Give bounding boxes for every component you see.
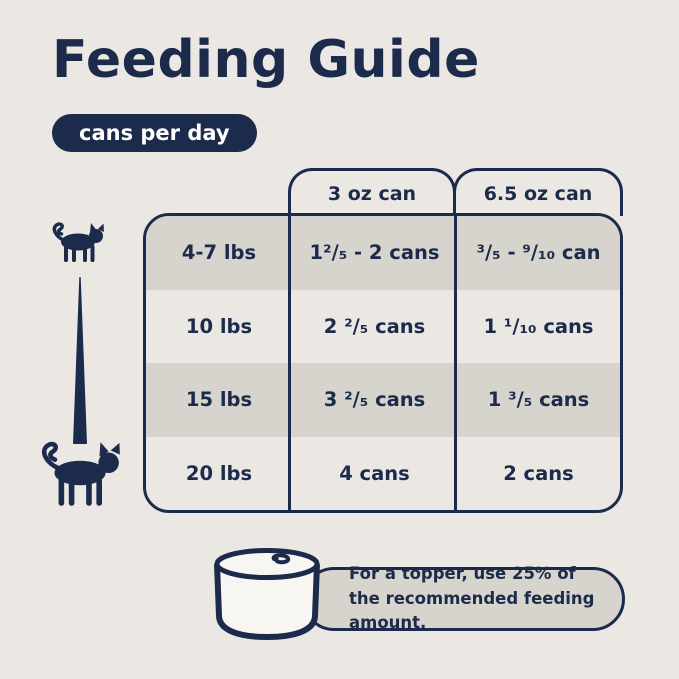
table-row: 10 lbs 2 ²/₅ cans 1 ¹/₁₀ cans — [146, 290, 620, 364]
small-can-cell: 3 ²/₅ cans — [323, 388, 426, 412]
column-divider — [288, 216, 291, 510]
small-can-cell: 2 ²/₅ cans — [323, 314, 426, 338]
column-divider — [454, 216, 457, 510]
column-header-label: 6.5 oz can — [483, 182, 593, 205]
weight-cell: 15 lbs — [185, 388, 253, 412]
small-cat-icon — [52, 222, 104, 262]
feeding-table-rows: 4-7 lbs 1²/₅ - 2 cans ³/₅ - ⁹/₁₀ can 10 … — [146, 216, 620, 510]
table-row: 4-7 lbs 1²/₅ - 2 cans ³/₅ - ⁹/₁₀ can — [146, 216, 620, 290]
large-can-cell: ³/₅ - ⁹/₁₀ can — [476, 241, 601, 265]
column-header-3oz-can: 3 oz can — [288, 168, 456, 216]
small-can-cell: 4 cans — [339, 461, 410, 485]
column-header-label: 3 oz can — [327, 182, 417, 205]
weight-cell: 20 lbs — [185, 461, 253, 485]
weight-cell: 10 lbs — [185, 314, 253, 338]
cans-per-day-badge: cans per day — [52, 114, 257, 152]
page-title: Feeding Guide — [52, 30, 480, 90]
topper-note: For a topper, use 25% of the recommended… — [302, 564, 625, 632]
large-cat-icon — [41, 441, 120, 506]
weight-cell: 4-7 lbs — [181, 241, 257, 265]
food-can-icon — [214, 548, 320, 640]
size-scale-wedge — [73, 277, 87, 444]
large-can-cell: 2 cans — [503, 461, 574, 485]
feeding-table: 4-7 lbs 1²/₅ - 2 cans ³/₅ - ⁹/₁₀ can 10 … — [143, 213, 623, 513]
large-can-cell: 1 ³/₅ cans — [487, 388, 590, 412]
table-row: 15 lbs 3 ²/₅ cans 1 ³/₅ cans — [146, 363, 620, 437]
table-row: 20 lbs 4 cans 2 cans — [146, 437, 620, 511]
large-can-cell: 1 ¹/₁₀ cans — [483, 314, 594, 338]
topper-note-text: For a topper, use 25% of the recommended… — [349, 563, 595, 633]
small-can-cell: 1²/₅ - 2 cans — [309, 241, 440, 265]
column-header-6-5oz-can: 6.5 oz can — [453, 168, 623, 216]
